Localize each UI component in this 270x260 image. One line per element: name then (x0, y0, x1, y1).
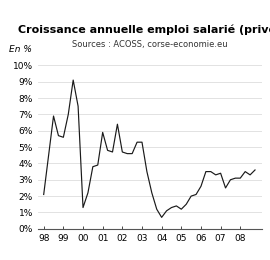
Text: Sources : ACOSS, corse-economie.eu: Sources : ACOSS, corse-economie.eu (72, 40, 228, 49)
Text: En %: En % (9, 45, 32, 54)
Text: Croissance annuelle emploi salarié (privé): Croissance annuelle emploi salarié (priv… (18, 24, 270, 35)
